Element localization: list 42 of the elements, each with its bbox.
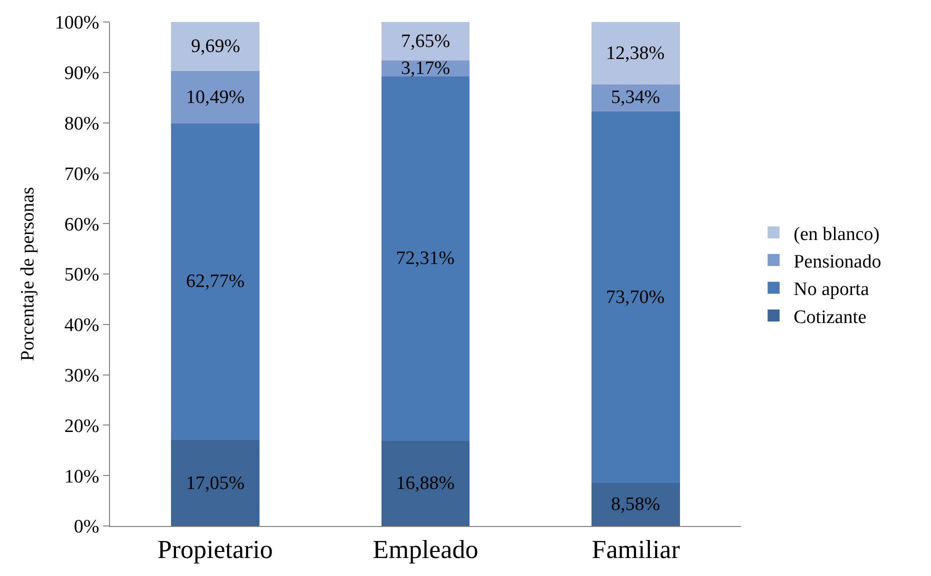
y-tick-label: 40% (64, 315, 100, 336)
y-tick-label: 50% (64, 264, 100, 286)
y-tick-label: 100% (54, 12, 100, 34)
data-label: 10,49% (186, 87, 245, 108)
bar (171, 70, 260, 124)
legend-label: (en blanco) (794, 224, 880, 245)
y-tick-label: 0% (74, 516, 100, 538)
bar (592, 84, 680, 112)
data-label: 72,31% (396, 248, 455, 269)
bar (592, 482, 680, 526)
y-tick-label: 20% (64, 416, 100, 437)
bar (171, 440, 260, 526)
bar (171, 22, 260, 71)
x-tick-label: Empleado (372, 535, 478, 564)
data-label: 8,58% (611, 494, 660, 515)
bar (592, 22, 680, 84)
data-label: 17,05% (186, 473, 245, 494)
y-tick-label: 30% (64, 365, 100, 386)
data-label: 3,17% (401, 58, 450, 79)
bar (381, 22, 470, 61)
y-tick-label: 70% (64, 164, 100, 185)
y-tick-label: 80% (64, 113, 100, 134)
data-label: 73,70% (606, 287, 665, 308)
y-tick-label: 10% (64, 466, 100, 488)
legend-label: Pensionado (794, 251, 882, 272)
y-tick-label: 90% (64, 63, 100, 84)
data-label: 16,88% (396, 473, 455, 494)
data-label: 7,65% (401, 31, 450, 52)
legend-label: No aporta (794, 279, 870, 300)
bar (381, 440, 470, 526)
y-axis-title: Porcentaje de personas (18, 186, 39, 362)
y-tick-label: 60% (64, 214, 100, 236)
x-tick-label: Familiar (592, 535, 680, 564)
legend-label: Cotizante (794, 306, 866, 328)
data-label: 12,38% (606, 43, 665, 64)
data-label: 62,77% (186, 271, 245, 292)
x-tick-label: Propietario (157, 535, 273, 564)
bar (592, 111, 680, 483)
data-label: 5,34% (611, 87, 660, 108)
bar (381, 76, 470, 441)
data-label: 9,69% (191, 36, 240, 57)
bar (171, 124, 260, 440)
